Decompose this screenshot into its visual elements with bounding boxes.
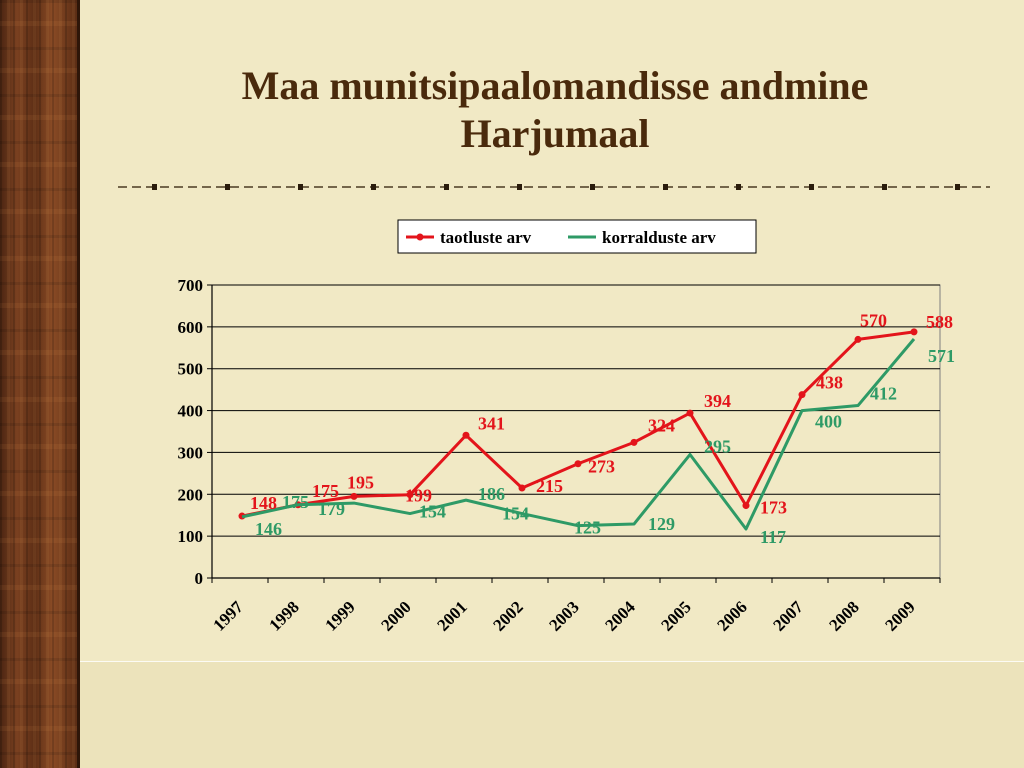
- data-label: 175: [312, 481, 339, 501]
- divider-square: [225, 184, 230, 190]
- data-label: 195: [347, 472, 374, 492]
- series-line-taotluste: [241, 330, 915, 518]
- x-tick-label: 2005: [657, 597, 694, 634]
- y-tick-label: 600: [178, 318, 204, 337]
- data-point: [910, 328, 918, 336]
- data-label: 175: [282, 492, 309, 512]
- data-label: 146: [255, 519, 282, 539]
- x-tick-label: 2000: [377, 597, 414, 634]
- wood-border-edge: [77, 0, 80, 768]
- divider-square: [152, 184, 157, 190]
- dashed-divider: [118, 184, 990, 190]
- data-point: [350, 492, 358, 500]
- divider-square: [444, 184, 449, 190]
- divider-square: [955, 184, 960, 190]
- data-label: 129: [648, 514, 675, 534]
- data-label: 173: [760, 498, 787, 518]
- divider-square: [736, 184, 741, 190]
- x-tick-label: 2002: [489, 597, 526, 634]
- data-label: 154: [419, 502, 446, 522]
- footer-band: [80, 662, 1024, 768]
- slide-title: Maa munitsipaalomandisse andmine Harjuma…: [130, 62, 980, 158]
- data-point: [518, 484, 526, 492]
- data-label: 148: [250, 493, 277, 513]
- x-tick-label: 2007: [769, 597, 807, 635]
- divider-square: [298, 184, 303, 190]
- data-label: 571: [928, 346, 955, 366]
- data-point: [854, 335, 862, 343]
- slide-title-line-1: Maa munitsipaalomandisse andmine: [241, 63, 869, 108]
- legend-label: korralduste arv: [602, 228, 716, 247]
- data-label: 186: [478, 484, 505, 504]
- data-label: 341: [478, 413, 505, 433]
- y-tick-label: 500: [178, 360, 204, 379]
- data-point: [630, 438, 638, 446]
- data-label: 295: [704, 437, 731, 457]
- footer-divider: [80, 661, 1024, 662]
- data-label: 438: [816, 373, 843, 393]
- y-tick-label: 0: [195, 569, 204, 588]
- data-label: 154: [502, 504, 529, 524]
- slide-title-line-2: Harjumaal: [460, 111, 650, 156]
- x-tick-label: 2003: [545, 597, 582, 634]
- x-tick-label: 2008: [825, 597, 862, 634]
- data-point: [742, 502, 750, 510]
- x-tick-label: 2009: [881, 597, 918, 634]
- divider-square: [882, 184, 887, 190]
- data-label: 324: [648, 415, 675, 435]
- x-tick-label: 2006: [713, 597, 750, 634]
- divider-square: [809, 184, 814, 190]
- data-point: [798, 391, 806, 399]
- data-label: 588: [926, 312, 953, 332]
- data-label: 117: [760, 527, 786, 547]
- divider-square: [590, 184, 595, 190]
- y-tick-label: 400: [178, 402, 204, 421]
- data-label: 125: [574, 518, 601, 538]
- y-tick-label: 700: [178, 276, 204, 295]
- series-line-korralduste: [241, 338, 916, 531]
- data-point: [574, 460, 582, 468]
- legend-label: taotluste arv: [440, 228, 532, 247]
- x-tick-label: 2004: [601, 597, 639, 635]
- legend: taotluste arv korralduste arv: [397, 219, 757, 254]
- data-label: 570: [860, 310, 887, 330]
- divider-square: [663, 184, 668, 190]
- data-label: 273: [588, 457, 615, 477]
- x-tick-label: 1998: [265, 597, 302, 634]
- y-tick-label: 300: [178, 443, 204, 462]
- data-point: [686, 409, 694, 417]
- data-label: 215: [536, 476, 563, 496]
- y-tick-label: 100: [178, 527, 204, 546]
- data-label: 400: [815, 412, 842, 432]
- x-tick-label: 1999: [321, 597, 358, 634]
- data-label: 412: [870, 384, 897, 404]
- data-label: 394: [704, 391, 731, 411]
- x-tick-label: 1997: [209, 597, 247, 635]
- data-point: [462, 431, 470, 439]
- data-label: 179: [318, 499, 345, 519]
- divider-square: [371, 184, 376, 190]
- data-label: 199: [405, 486, 432, 506]
- divider-square: [517, 184, 522, 190]
- legend-marker: [416, 233, 424, 241]
- data-point: [406, 491, 414, 499]
- y-tick-label: 200: [178, 485, 204, 504]
- x-tick-label: 2001: [433, 597, 470, 634]
- wood-border: [0, 0, 77, 768]
